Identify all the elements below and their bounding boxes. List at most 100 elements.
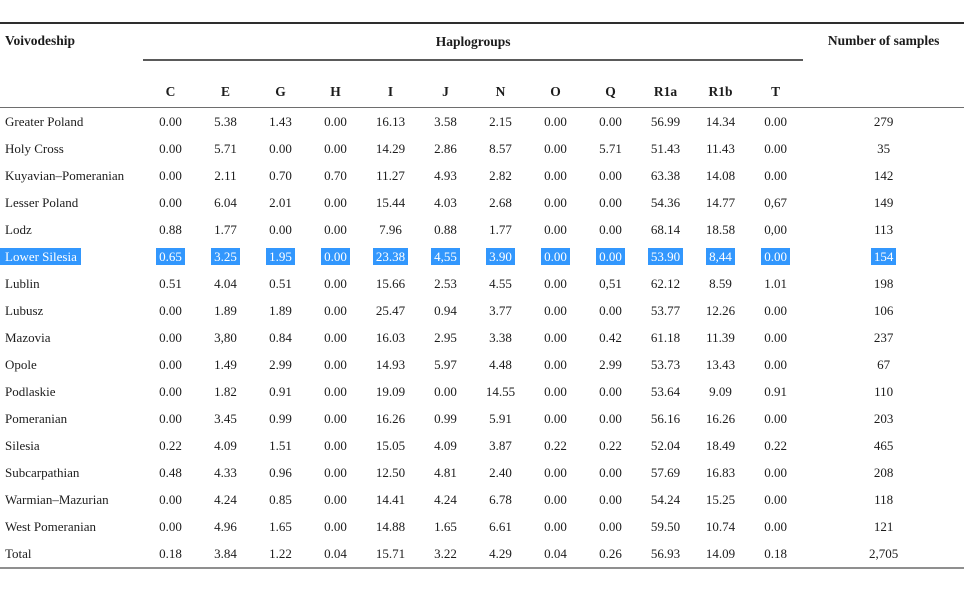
cell-text: 1.01 [764, 275, 787, 291]
cell-text: 56.16 [650, 410, 681, 426]
voivodeship-cell: Lublin [0, 270, 143, 297]
haplogroup-value-cell: 5.71 [583, 135, 638, 162]
cell-text: 0.00 [599, 518, 622, 534]
table-row[interactable]: Lesser Poland 0.00 6.04 2.01 0.00 15.44 4.03 2.… [0, 189, 964, 216]
cell-text: Lesser Poland [5, 194, 79, 210]
haplogroup-value-cell: 0.00 [528, 351, 583, 378]
cell-text: 0.00 [324, 518, 347, 534]
cell-text: 52.04 [650, 437, 681, 453]
haplogroup-value-cell: 4.03 [418, 189, 473, 216]
haplogroup-value-cell: 4.04 [198, 270, 253, 297]
haplogroup-value-cell: 14.29 [363, 135, 418, 162]
haplogroup-value-cell: 0.00 [308, 432, 363, 459]
haplogroup-value-cell: 53.64 [638, 378, 693, 405]
haplogroup-value-cell: 0.18 [748, 540, 803, 568]
table-row[interactable]: Total 0.18 3.84 1.22 0.04 15.71 3.22 4.29 0.04 0.… [0, 540, 964, 568]
cell-text: 142 [873, 167, 894, 183]
haplogroup-value-cell: 0.00 [143, 513, 198, 540]
cell-text: 54.24 [650, 491, 681, 507]
haplogroup-value-cell: 0.00 [583, 513, 638, 540]
table-row[interactable]: Mazovia 0.00 3,80 0.84 0.00 16.03 2.95 3.38 0.00… [0, 324, 964, 351]
table-row[interactable]: Warmian–Mazurian 0.00 4.24 0.85 0.00 14.41 4.2… [0, 486, 964, 513]
haplogroup-value-cell: 0,67 [748, 189, 803, 216]
cell-text: 0.00 [764, 464, 787, 480]
table-row[interactable]: Lublin 0.51 4.04 0.51 0.00 15.66 2.53 4.55 0.00 0… [0, 270, 964, 297]
haplogroup-value-cell: 14.34 [693, 108, 748, 136]
cell-text: 16.26 [705, 410, 736, 426]
cell-text: 3.38 [489, 329, 512, 345]
haplogroup-value-cell: 0.00 [253, 135, 308, 162]
cell-text: 0.85 [269, 491, 292, 507]
haplogroup-value-cell: 0.00 [143, 135, 198, 162]
haplogroup-value-cell: 4.09 [198, 432, 253, 459]
haplogroup-value-cell: 6.61 [473, 513, 528, 540]
haplogroup-value-cell: 51.43 [638, 135, 693, 162]
cell-text: 3.77 [489, 302, 512, 318]
haplogroup-value-cell: 3.38 [473, 324, 528, 351]
cell-text: 0.00 [159, 356, 182, 372]
haplogroup-value-cell: 0.00 [308, 189, 363, 216]
samples-cell: 142 [803, 162, 964, 189]
cell-text: 14.88 [375, 518, 406, 534]
table-row[interactable]: Lubusz 0.00 1.89 1.89 0.00 25.47 0.94 3.77 0.00 0… [0, 297, 964, 324]
table-row-selected[interactable]: Lower Silesia 0.65 3.25 1.95 0.00 23.38 4,55 3.… [0, 243, 964, 270]
samples-cell: 208 [803, 459, 964, 486]
cell-text: 0.00 [269, 221, 292, 237]
cell-text: 15.44 [375, 194, 406, 210]
cell-text: 14.77 [705, 194, 736, 210]
haplogroup-value-cell: 0.91 [748, 378, 803, 405]
table-row[interactable]: Greater Poland 0.00 5.38 1.43 0.00 16.13 3.58 2… [0, 108, 964, 136]
haplogroup-value-cell: 8,44 [693, 243, 748, 270]
haplogroup-value-cell: 0.00 [253, 216, 308, 243]
cell-text: 1.22 [269, 545, 292, 561]
haplogroup-value-cell: 11.39 [693, 324, 748, 351]
haplogroup-value-cell: 1.77 [473, 216, 528, 243]
cell-text: 16.03 [375, 329, 406, 345]
voivodeship-cell: Lubusz [0, 297, 143, 324]
cell-text: 7.96 [379, 221, 402, 237]
haplogroup-value-cell: 0.00 [748, 324, 803, 351]
table-row[interactable]: Opole 0.00 1.49 2.99 0.00 14.93 5.97 4.48 0.00 2.… [0, 351, 964, 378]
table-row[interactable]: Kuyavian–Pomeranian 0.00 2.11 0.70 0.70 11.27… [0, 162, 964, 189]
haplogroup-value-cell: 0.99 [253, 405, 308, 432]
cell-text: 0.00 [159, 140, 182, 156]
samples-cell: 149 [803, 189, 964, 216]
table-row[interactable]: Lodz 0.88 1.77 0.00 0.00 7.96 0.88 1.77 0.00 0.00… [0, 216, 964, 243]
table-row[interactable]: Holy Cross 0.00 5.71 0.00 0.00 14.29 2.86 8.57 0… [0, 135, 964, 162]
cell-text: 5.71 [214, 140, 237, 156]
samples-cell: 154 [803, 243, 964, 270]
cell-text: 2.53 [434, 275, 457, 291]
haplogroup-value-cell: 0.00 [528, 378, 583, 405]
samples-cell: 110 [803, 378, 964, 405]
haplogroup-value-cell: 0.18 [143, 540, 198, 568]
haplogroup-value-cell: 0.00 [308, 108, 363, 136]
voivodeship-cell: Mazovia [0, 324, 143, 351]
voivodeship-cell: West Pomeranian [0, 513, 143, 540]
cell-text: 15.71 [375, 545, 406, 561]
cell-text: 0.70 [269, 167, 292, 183]
cell-text: Greater Poland [5, 113, 84, 129]
haplogroup-value-cell: 53.77 [638, 297, 693, 324]
col-header-N: N [473, 60, 528, 108]
cell-text: 0.70 [324, 167, 347, 183]
haplogroup-value-cell: 0.00 [528, 324, 583, 351]
cell-text: 9.09 [709, 383, 732, 399]
cell-text: 11.39 [706, 329, 735, 345]
cell-text: 16.83 [705, 464, 736, 480]
cell-text: 0.00 [764, 491, 787, 507]
table-row[interactable]: West Pomeranian 0.00 4.96 1.65 0.00 14.88 1.65… [0, 513, 964, 540]
cell-text: 0.00 [324, 464, 347, 480]
table-row[interactable]: Podlaskie 0.00 1.82 0.91 0.00 19.09 0.00 14.55 0… [0, 378, 964, 405]
cell-text: 0.00 [269, 140, 292, 156]
haplogroup-value-cell: 0.00 [748, 108, 803, 136]
cell-text: 0.18 [159, 545, 182, 561]
table-row[interactable]: Subcarpathian 0.48 4.33 0.96 0.00 12.50 4.81 2.… [0, 459, 964, 486]
table-row[interactable]: Pomeranian 0.00 3.45 0.99 0.00 16.26 0.99 5.91 0… [0, 405, 964, 432]
haplogroup-value-cell: 4.29 [473, 540, 528, 568]
cell-text: 0.00 [599, 221, 622, 237]
cell-text: 4.24 [214, 491, 237, 507]
cell-text: 1.43 [269, 113, 292, 129]
haplogroup-value-cell: 9.09 [693, 378, 748, 405]
table-row[interactable]: Silesia 0.22 4.09 1.51 0.00 15.05 4.09 3.87 0.22… [0, 432, 964, 459]
cell-text: 0.00 [761, 247, 790, 265]
